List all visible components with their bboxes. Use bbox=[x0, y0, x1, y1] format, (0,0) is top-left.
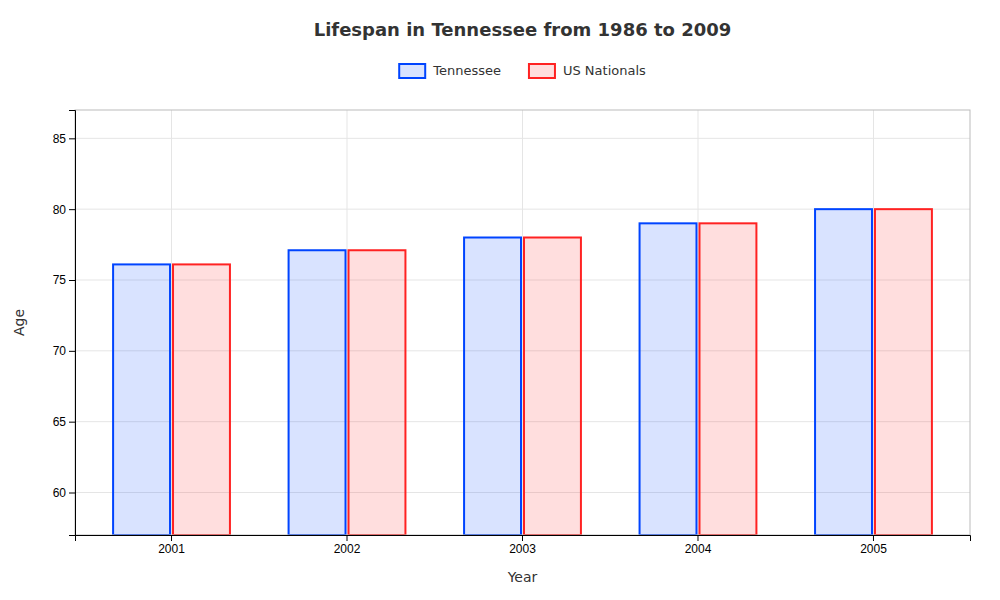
tick-label: 70 bbox=[53, 344, 67, 358]
bar bbox=[699, 223, 756, 535]
tick-label: 75 bbox=[53, 273, 67, 287]
legend-label: Tennessee bbox=[432, 63, 501, 78]
tick-mark bbox=[69, 138, 75, 139]
plot-area: 60 65 70 75 80 85 2001 2002 2003 2004 2005 bbox=[53, 110, 971, 556]
bar bbox=[113, 264, 170, 535]
legend-swatch bbox=[399, 64, 425, 78]
grid bbox=[75, 110, 970, 535]
tick-mark bbox=[69, 280, 75, 281]
tick: 85 bbox=[53, 132, 75, 146]
tick-mark bbox=[69, 351, 75, 352]
axis-line bbox=[76, 536, 971, 542]
legend-item: Tennessee bbox=[399, 63, 501, 78]
bars bbox=[113, 209, 932, 535]
tick-label: 80 bbox=[53, 203, 67, 217]
tick: 2003 bbox=[509, 535, 536, 556]
bar bbox=[289, 250, 346, 535]
tick-label: 85 bbox=[53, 132, 67, 146]
grid-line bbox=[697, 110, 698, 535]
bar bbox=[349, 250, 406, 535]
tick: 65 bbox=[53, 415, 75, 429]
tick: 2005 bbox=[860, 535, 887, 556]
tick-label: 65 bbox=[53, 415, 67, 429]
tick-label: 60 bbox=[53, 486, 67, 500]
grid-line bbox=[522, 110, 523, 535]
tick: 60 bbox=[53, 486, 75, 500]
plot-frame bbox=[75, 110, 970, 535]
legend-item: US Nationals bbox=[529, 63, 646, 78]
grid-line bbox=[347, 110, 348, 535]
title: Lifespan in Tennessee from 1986 to 2009 bbox=[314, 19, 732, 40]
tick-label: 2004 bbox=[685, 542, 712, 556]
tick: 2001 bbox=[158, 535, 185, 556]
legend-label: US Nationals bbox=[563, 63, 646, 78]
legend: Tennessee US Nationals bbox=[399, 63, 646, 78]
tick-mark bbox=[697, 535, 698, 541]
tick-mark bbox=[522, 535, 523, 541]
chart: 60 65 70 75 80 85 2001 2002 2003 2004 2005 Year Age L… bbox=[0, 0, 1000, 600]
tick-label: 2002 bbox=[334, 542, 361, 556]
tick-mark bbox=[171, 535, 172, 541]
grid-line bbox=[873, 110, 874, 535]
bar bbox=[640, 223, 697, 535]
tick: 75 bbox=[53, 273, 75, 287]
axis-line bbox=[69, 111, 76, 536]
tick: 70 bbox=[53, 344, 75, 358]
bar bbox=[815, 209, 872, 535]
bar bbox=[464, 238, 521, 536]
bar-series bbox=[113, 209, 872, 535]
bar bbox=[524, 238, 581, 536]
grid-line bbox=[171, 110, 172, 535]
tick-mark bbox=[69, 209, 75, 210]
tick: 80 bbox=[53, 203, 75, 217]
tick: 2004 bbox=[685, 535, 712, 556]
tick-mark bbox=[873, 535, 874, 541]
legend-swatch bbox=[529, 64, 555, 78]
y-axis: 60 65 70 75 80 85 bbox=[53, 111, 76, 536]
x-axis: 2001 2002 2003 2004 2005 bbox=[76, 535, 971, 556]
tick-label: 2003 bbox=[509, 542, 536, 556]
tick-mark bbox=[347, 535, 348, 541]
tick-mark bbox=[69, 493, 75, 494]
bar-series bbox=[173, 209, 932, 535]
tick-label: 2001 bbox=[158, 542, 185, 556]
tick-label: 2005 bbox=[860, 542, 887, 556]
tick: 2002 bbox=[334, 535, 361, 556]
bar bbox=[173, 264, 230, 535]
y-axis-title: Age bbox=[11, 309, 27, 336]
tick-mark bbox=[69, 422, 75, 423]
bar bbox=[875, 209, 932, 535]
x-axis-title: Year bbox=[507, 569, 538, 585]
